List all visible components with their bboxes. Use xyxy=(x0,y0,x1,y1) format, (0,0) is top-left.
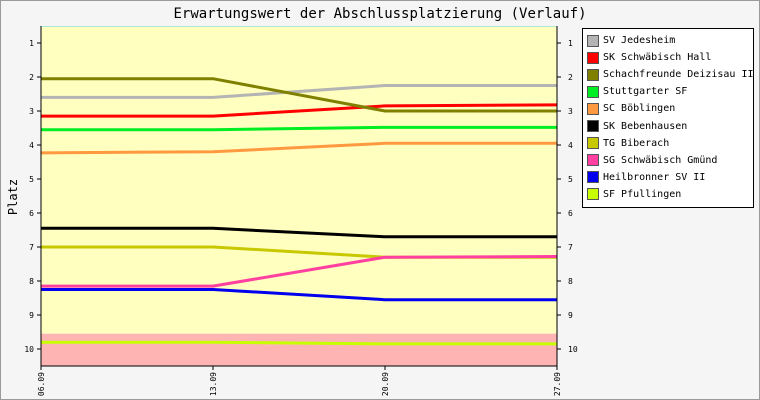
legend-swatch-7 xyxy=(587,137,599,150)
legend-label-4: Stuttgarter SF xyxy=(603,86,688,98)
x-tick-label-3: 20.09 xyxy=(381,372,390,396)
plot-background xyxy=(41,26,557,366)
y-tick-label-right-9: 9 xyxy=(568,311,573,320)
series-line-6 xyxy=(41,226,557,239)
legend-item-9: Heilbronner SV II xyxy=(587,169,753,186)
y-tick-label-right-3: 3 xyxy=(568,107,573,116)
series-line-8 xyxy=(41,255,558,288)
legend-swatch-8 xyxy=(587,154,599,167)
series-line-9 xyxy=(41,288,557,302)
series-line-10 xyxy=(41,340,557,346)
legend-item-1: SV Jedesheim xyxy=(587,32,753,49)
series-line-5 xyxy=(40,141,557,155)
series-layer xyxy=(40,77,558,346)
legend-swatch-9 xyxy=(587,171,599,184)
series-line-1 xyxy=(41,84,557,99)
legend-item-8: SG Schwäbisch Gmünd xyxy=(587,152,753,169)
x-tick-label-2: 13.09 xyxy=(209,372,218,396)
legend-label-3: Schachfreunde Deizisau II xyxy=(603,69,754,81)
legend-label-6: SK Bebenhausen xyxy=(603,120,688,132)
y-tick-label-left-4: 4 xyxy=(29,141,34,150)
series-line-3 xyxy=(41,77,557,113)
legend-item-7: TG Biberach xyxy=(587,135,753,152)
axes-layer: 1 1 2 2 3 3 4 4 5 5 6 6 7 7 8 8 9 9 10 10 06.09 13.09 20.09 27.… xyxy=(24,26,578,396)
legend-item-5: SC Böblingen xyxy=(587,100,753,117)
y-tick-label-left-10: 10 xyxy=(24,345,34,354)
y-tick-label-left-8: 8 xyxy=(29,277,34,286)
series-line-2 xyxy=(41,103,558,118)
y-tick-label-left-1: 1 xyxy=(29,39,34,48)
y-tick-label-right-1: 1 xyxy=(568,39,573,48)
y-tick-label-left-7: 7 xyxy=(29,243,34,252)
legend-swatch-5 xyxy=(587,102,599,115)
x-tick-label-1: 06.09 xyxy=(37,372,46,396)
legend-item-6: SK Bebenhausen xyxy=(587,117,753,134)
legend-swatch-4 xyxy=(587,85,599,98)
y-tick-label-right-7: 7 xyxy=(568,243,573,252)
legend-label-10: SF Pfullingen xyxy=(603,188,682,200)
legend: SV Jedesheim SK Schwäbisch Hall Schachfreu… xyxy=(582,28,754,208)
y-tick-label-left-6: 6 xyxy=(29,209,34,218)
legend-swatch-10 xyxy=(587,188,599,201)
y-tick-label-left-9: 9 xyxy=(29,311,34,320)
legend-swatch-3 xyxy=(587,68,599,81)
legend-item-3: Schachfreunde Deizisau II xyxy=(587,66,754,83)
legend-swatch-1 xyxy=(587,34,599,47)
legend-label-9: Heilbronner SV II xyxy=(603,171,706,183)
legend-label-1: SV Jedesheim xyxy=(603,35,676,47)
y-tick-label-left-2: 2 xyxy=(29,73,34,82)
legend-label-8: SG Schwäbisch Gmünd xyxy=(603,154,718,166)
series-line-4 xyxy=(41,125,557,132)
legend-label-7: TG Biberach xyxy=(603,137,670,149)
legend-item-10: SF Pfullingen xyxy=(587,186,753,203)
y-tick-label-right-2: 2 xyxy=(568,73,573,82)
y-tick-label-left-3: 3 xyxy=(29,107,34,116)
chart-title: Erwartungswert der Abschlussplatzierung … xyxy=(173,6,586,22)
legend-label-5: SC Böblingen xyxy=(603,103,676,115)
y-tick-label-right-5: 5 xyxy=(568,175,573,184)
x-tick-label-4: 27.09 xyxy=(553,372,562,396)
legend-swatch-2 xyxy=(587,51,599,64)
legend-swatch-6 xyxy=(587,120,599,133)
legend-item-4: Stuttgarter SF xyxy=(587,83,753,100)
legend-item-2: SK Schwäbisch Hall xyxy=(587,49,753,66)
background-band-2 xyxy=(41,333,557,366)
y-tick-label-right-10: 10 xyxy=(568,345,578,354)
legend-label-2: SK Schwäbisch Hall xyxy=(603,52,712,64)
y-tick-label-right-6: 6 xyxy=(568,209,573,218)
y-tick-label-right-8: 8 xyxy=(568,277,573,286)
y-axis-label: Platz xyxy=(6,179,20,215)
y-tick-label-left-5: 5 xyxy=(29,175,34,184)
y-tick-label-right-4: 4 xyxy=(568,141,573,150)
